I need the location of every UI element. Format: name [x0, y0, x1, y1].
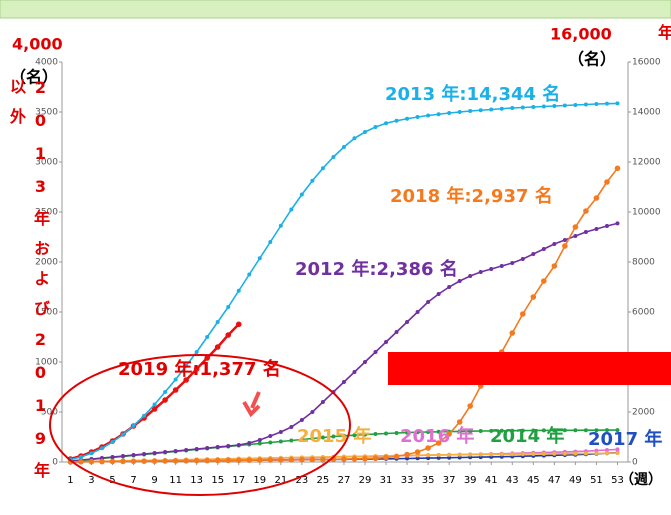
- y-tick-label: 0: [52, 458, 58, 468]
- y2-tick-label: 6000: [632, 308, 655, 318]
- y-tick-label: 1500: [35, 308, 58, 318]
- series-line: [68, 101, 620, 462]
- y2-tick-label: 8000: [632, 258, 655, 268]
- annotation: 2019 年:1,377 名: [118, 358, 281, 380]
- y-tick-label: 2000: [35, 258, 58, 268]
- x-tick-label: 17: [232, 475, 245, 486]
- series-line: [67, 165, 621, 465]
- y2-tick-label: 16000: [632, 58, 661, 68]
- highlight-ellipse: [49, 354, 351, 496]
- x-tick-label: 11: [169, 475, 182, 486]
- y2-axis-title: 2013年および2019年: [655, 24, 671, 61]
- x-tick-label: 27: [338, 475, 351, 486]
- x-tick-label: 41: [485, 475, 498, 486]
- annotation: 2016 年: [400, 425, 474, 447]
- x-tick-label: 53: [611, 475, 624, 486]
- annotation: 2012 年:2,386 名: [295, 258, 458, 280]
- y2-unit: （名）: [568, 50, 616, 69]
- x-tick-label: 39: [464, 475, 477, 486]
- x-tick-label: 3: [88, 475, 94, 486]
- x-unit: （週）: [620, 472, 662, 488]
- annotation: 2018 年:2,937 名: [390, 185, 553, 207]
- y-tick-label: 500: [41, 408, 58, 418]
- x-tick-label: 51: [590, 475, 603, 486]
- x-tick-label: 31: [380, 475, 393, 486]
- x-tick-label: 15: [211, 475, 224, 486]
- y2-tick-label: 14000: [632, 108, 661, 118]
- y2-tick-label: 2000: [632, 408, 655, 418]
- y2-tick-label: 10000: [632, 208, 661, 218]
- annotation: 2017 年: [588, 428, 662, 450]
- y-tick-label: 3000: [35, 158, 58, 168]
- x-tick-label: 37: [443, 475, 456, 486]
- annotation: 2015 年: [297, 425, 371, 447]
- x-tick-label: 5: [109, 475, 115, 486]
- y2-tick-label: 12000: [632, 158, 661, 168]
- y2-max-label: 16,000: [550, 25, 612, 44]
- x-tick-label: 49: [569, 475, 582, 486]
- top-band: [0, 0, 671, 19]
- y-axis-title: 2013年および2019年以外: [7, 78, 50, 492]
- x-tick-label: 21: [274, 475, 287, 486]
- annotation: 2013 年:14,344 名: [385, 83, 560, 105]
- annotation: 2014 年: [490, 425, 564, 447]
- y-max-label: 4,000: [12, 35, 63, 54]
- y-tick-label: 4000: [35, 58, 58, 68]
- x-tick-label: 9: [151, 475, 157, 486]
- x-tick-label: 25: [317, 475, 330, 486]
- y2-tick-label: 0: [632, 458, 638, 468]
- series-line: [67, 321, 242, 462]
- x-tick-label: 23: [295, 475, 308, 486]
- x-tick-label: 45: [527, 475, 540, 486]
- x-tick-label: 19: [253, 475, 266, 486]
- x-tick-label: 33: [401, 475, 414, 486]
- x-tick-label: 13: [190, 475, 203, 486]
- red-box: [388, 352, 671, 385]
- y-tick-label: 3500: [35, 108, 58, 118]
- x-tick-label: 7: [130, 475, 136, 486]
- y-unit: （名）: [10, 68, 58, 87]
- x-tick-label: 29: [359, 475, 372, 486]
- x-tick-label: 1: [67, 475, 73, 486]
- x-tick-label: 43: [506, 475, 519, 486]
- y-tick-label: 1000: [35, 358, 58, 368]
- y-tick-label: 2500: [35, 208, 58, 218]
- x-tick-label: 35: [422, 475, 435, 486]
- x-tick-label: 47: [548, 475, 561, 486]
- arrow: [242, 391, 261, 418]
